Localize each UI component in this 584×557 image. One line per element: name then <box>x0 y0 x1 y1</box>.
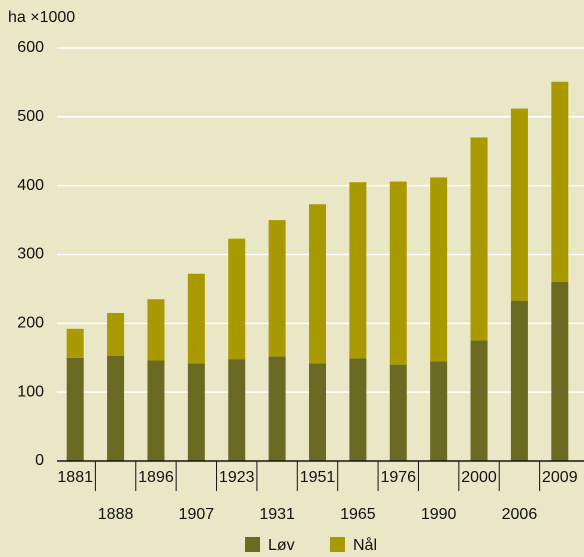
x-tick-label: 1888 <box>98 506 134 523</box>
bar-segment <box>228 359 246 461</box>
bar-segment <box>228 238 246 360</box>
x-tick-label: 1965 <box>340 506 376 523</box>
bar-segment <box>187 363 205 461</box>
bar-segment <box>187 273 205 364</box>
y-axis-label: ha ×1000 <box>8 9 75 26</box>
x-tick-label: 1896 <box>138 469 174 486</box>
x-tick-label: 2000 <box>461 469 497 486</box>
bar-segment <box>107 355 125 461</box>
bar-segment <box>66 328 84 358</box>
bar-segment <box>389 364 407 461</box>
y-tick-label: 300 <box>17 246 44 263</box>
bar-segment <box>349 182 367 359</box>
bar-segment <box>268 356 286 461</box>
bar-segment <box>268 220 286 357</box>
y-tick-label: 400 <box>17 177 44 194</box>
x-tick-label: 1990 <box>421 506 457 523</box>
bar-segment <box>309 363 326 461</box>
x-tick-label: 2006 <box>502 506 538 523</box>
bar-segment <box>147 299 165 361</box>
bar-segment <box>107 313 125 356</box>
x-tick-label: 1907 <box>179 506 215 523</box>
legend-label: Nål <box>353 536 377 554</box>
x-tick-label: 1976 <box>380 469 416 486</box>
legend-label: Løv <box>268 537 295 554</box>
bar-segment <box>510 300 528 461</box>
bar-segment <box>551 81 569 283</box>
bar-segment <box>470 340 488 461</box>
x-tick-label: 1923 <box>219 469 255 486</box>
x-tick-label: 1881 <box>57 469 93 486</box>
bar-segment <box>389 181 407 365</box>
bar-segment <box>551 282 569 461</box>
bar-segment <box>349 358 367 461</box>
bar-segment <box>309 204 326 364</box>
bar-segment <box>430 177 448 362</box>
bar-segment <box>430 361 448 461</box>
bar-segment <box>147 360 165 461</box>
legend-swatch <box>245 537 260 552</box>
y-tick-label: 0 <box>35 452 44 469</box>
y-tick-label: 100 <box>17 383 44 400</box>
legend-swatch <box>330 537 345 552</box>
y-tick-label: 600 <box>17 39 44 56</box>
x-tick-label: 2009 <box>542 469 578 486</box>
x-tick-label: 1931 <box>259 506 295 523</box>
y-tick-label: 200 <box>17 315 44 332</box>
bar-segment <box>510 108 528 301</box>
x-tick-label: 1951 <box>300 469 336 486</box>
bar-segment <box>470 137 488 341</box>
bar-segment <box>66 357 84 461</box>
y-tick-label: 500 <box>17 108 44 125</box>
